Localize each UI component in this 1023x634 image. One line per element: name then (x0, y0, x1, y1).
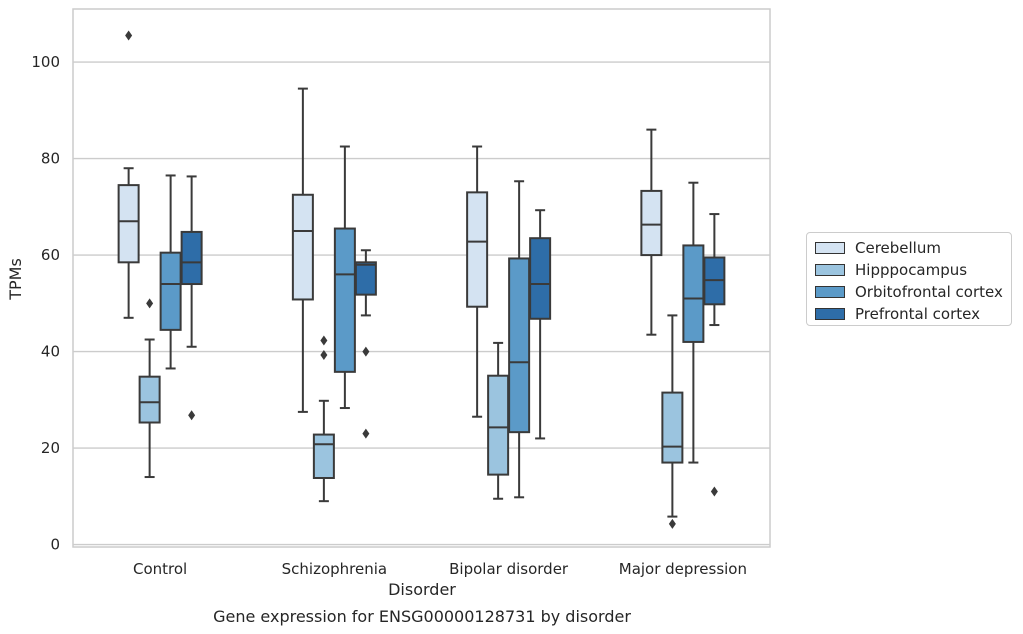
x-tick-label-major-depression: Major depression (619, 560, 747, 578)
legend-swatch (815, 308, 845, 320)
y-tick-label: 0 (50, 536, 60, 554)
y-tick-label: 20 (41, 439, 60, 457)
legend-item-prefrontal-cortex: Prefrontal cortex (815, 303, 1003, 325)
y-tick-label: 60 (41, 246, 60, 264)
y-tick-label: 100 (31, 53, 60, 71)
legend-item-cerebellum: Cerebellum (815, 237, 1003, 259)
outlier-point (710, 486, 718, 497)
legend-swatch (815, 286, 845, 298)
series-cerebellum (117, 30, 663, 418)
x-axis-ticks: Control Schizophrenia Bipolar disorder Majo… (133, 560, 747, 578)
y-tick-label: 80 (41, 150, 60, 168)
legend-swatch (815, 242, 845, 254)
x-axis-label: Disorder (388, 580, 456, 599)
box-prefrontal-cortex-bipolar-disorder (529, 237, 552, 320)
legend: Cerebellum Hipppocampus Orbitofrontal cort… (806, 232, 1012, 326)
legend-label: Prefrontal cortex (855, 305, 980, 323)
legend-label: Orbitofrontal cortex (855, 283, 1003, 301)
box-cerebellum-bipolar-disorder (466, 191, 489, 308)
legend-swatch (815, 264, 845, 276)
outlier-point (125, 30, 133, 41)
legend-item-orbitofrontal-cortex: Orbitofrontal cortex (815, 281, 1003, 303)
series-orbitofrontal-cortex (159, 145, 705, 499)
box-prefrontal-cortex-control (180, 230, 203, 286)
y-tick-label: 40 (41, 343, 60, 361)
series-prefrontal-cortex (180, 175, 726, 497)
outlier-point (320, 349, 328, 360)
outlier-point (146, 298, 154, 309)
box-cerebellum-major-depression (640, 189, 663, 257)
legend-label: Cerebellum (855, 239, 941, 257)
outlier-point (362, 428, 370, 439)
box-hipppocampus-schizophrenia (312, 433, 335, 480)
series-hipppocampus (138, 298, 684, 529)
plot-frame (72, 8, 771, 548)
box-cerebellum-control (117, 184, 140, 264)
outlier-point (668, 518, 676, 529)
outlier-point (320, 335, 328, 346)
box-prefrontal-cortex-schizophrenia (354, 261, 377, 296)
box-hipppocampus-major-depression (661, 391, 684, 464)
box-hipppocampus-bipolar-disorder (487, 374, 510, 476)
chart-caption: Gene expression for ENSG00000128731 by d… (213, 607, 631, 626)
x-tick-label-control: Control (133, 560, 187, 578)
outlier-point (362, 346, 370, 357)
outlier-point (188, 410, 196, 421)
y-axis-label: TPMs (6, 258, 25, 301)
x-tick-label-schizophrenia: Schizophrenia (282, 560, 387, 578)
y-axis-ticks: 0 20 40 60 80 100 (31, 53, 60, 554)
box-orbitofrontal-cortex-bipolar-disorder (508, 257, 531, 434)
box-hipppocampus-control (138, 375, 161, 424)
x-tick-label-bipolar-disorder: Bipolar disorder (449, 560, 569, 578)
box-orbitofrontal-cortex-major-depression (682, 244, 705, 343)
box-orbitofrontal-cortex-schizophrenia (333, 227, 356, 373)
legend-item-hipppocampus: Hipppocampus (815, 259, 1003, 281)
box-cerebellum-schizophrenia (291, 193, 314, 301)
legend-label: Hipppocampus (855, 261, 968, 279)
box-orbitofrontal-cortex-control (159, 251, 182, 331)
box-series (117, 30, 726, 529)
